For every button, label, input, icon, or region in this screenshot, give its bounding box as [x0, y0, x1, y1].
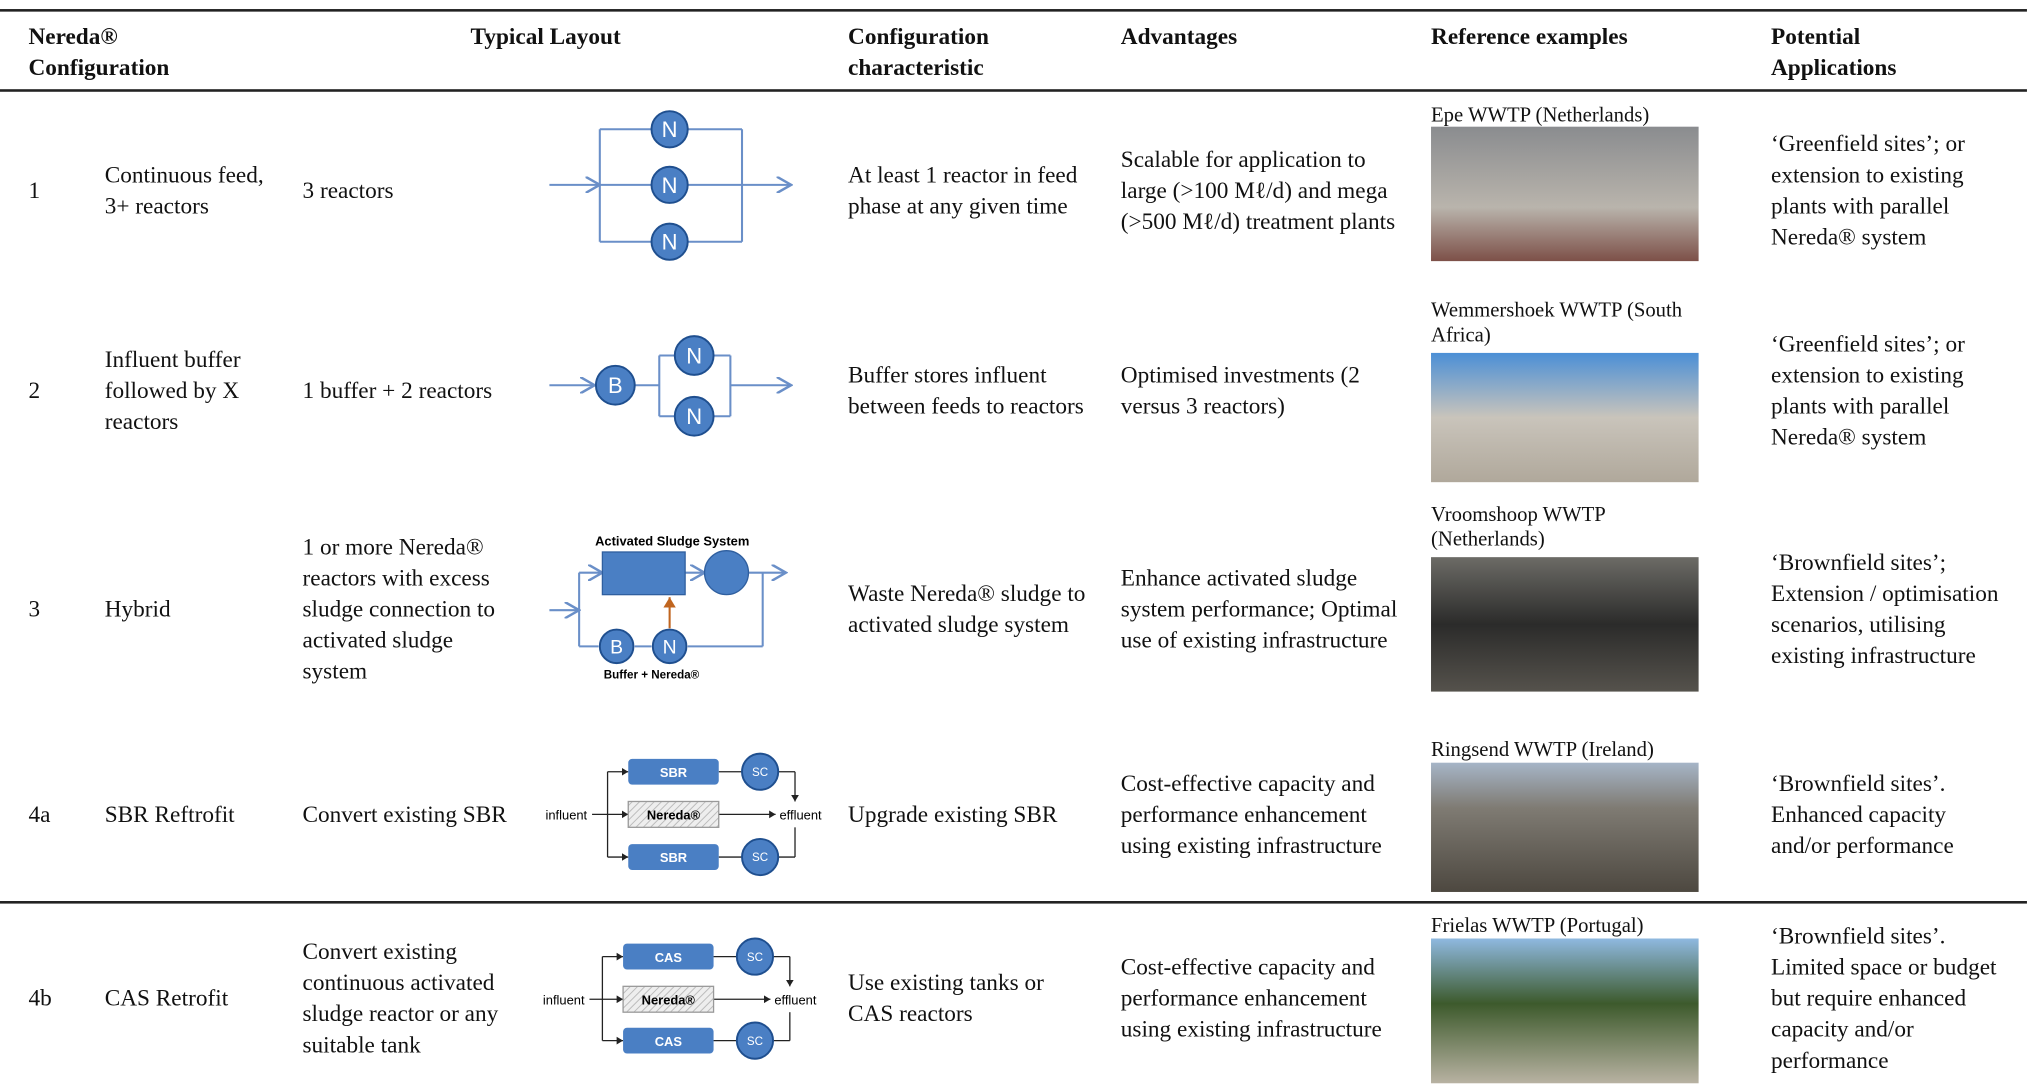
configuration: Influent buffer followed by X reactors [104, 346, 241, 435]
diagram-label: Nereda® [642, 992, 696, 1007]
row-id: 4a [28, 801, 51, 828]
diagram-label: Activated Sludge System [595, 534, 749, 549]
rule [0, 901, 2027, 903]
layout-text: Convert existing SBR [302, 801, 507, 828]
reactor [594, 364, 636, 406]
applications: ‘Brownfield sites’. Limited space or bud… [1770, 922, 1997, 1073]
characteristic: Upgrade existing SBR [848, 801, 1058, 828]
tank [623, 1027, 714, 1054]
configuration: Continuous feed, 3+ reactors [104, 161, 264, 219]
tank [601, 551, 686, 596]
configuration: CAS Retrofit [104, 985, 229, 1011]
reactor-label: SC [752, 766, 768, 779]
photo [1431, 352, 1699, 483]
reactor-label: N [662, 117, 678, 142]
advantages: Cost-effective capacity and performance … [1120, 954, 1382, 1042]
diagram-label: SBR [660, 765, 688, 780]
tank [628, 758, 719, 785]
reference: Epe WWTP (Netherlands) [1431, 104, 1650, 127]
diagram-label: effluent [779, 808, 822, 823]
reactor [673, 395, 715, 437]
reactor-label: B [610, 636, 623, 658]
reactor [673, 335, 715, 376]
diagram-label: Nereda® [647, 808, 701, 823]
reactor-label: SC [747, 951, 763, 964]
characteristic: At least 1 reactor in feed phase at any … [848, 161, 1078, 219]
reference: Frielas WWTP (Portugal) [1431, 915, 1644, 938]
reactor [741, 837, 780, 877]
tank [627, 800, 720, 828]
reactor-label: B [608, 373, 623, 398]
diagram-label: influent [543, 992, 585, 1007]
reactor-label: SC [747, 1035, 763, 1048]
row-id: 2 [28, 377, 41, 404]
rule [0, 89, 2027, 92]
diagram-label: effluent [774, 992, 817, 1007]
diagram-label: CAS [655, 1034, 683, 1049]
applications: ‘Brownfield sites’. Enhanced capacity an… [1770, 770, 1954, 859]
header-cell: Typical Layout [470, 23, 621, 50]
tank [703, 550, 750, 596]
rule [0, 9, 2027, 11]
photo [1431, 938, 1699, 1084]
reactor [650, 165, 689, 204]
advantages: Scalable for application to large (>100 … [1120, 146, 1396, 234]
characteristic: Waste Nereda® sludge to activated sludge… [848, 580, 1086, 638]
reactor [650, 110, 689, 149]
diagram-label: Buffer + Nereda® [604, 669, 700, 682]
advantages: Optimised investments (2 versus 3 reacto… [1120, 361, 1360, 419]
row-id: 4b [28, 985, 52, 1011]
header-cell: Reference examples [1431, 23, 1628, 50]
tank [622, 985, 715, 1013]
applications: ‘Greenfield sites’; or extension to exis… [1770, 330, 1965, 450]
diagram-label: influent [546, 808, 588, 823]
configuration: SBR Reftrofit [104, 801, 235, 828]
header-cell: Advantages [1120, 23, 1238, 50]
reactor [735, 1021, 775, 1060]
reactor-label: N [686, 404, 702, 429]
layout-text: 1 buffer + 2 reactors [302, 377, 493, 404]
reactor [735, 937, 775, 976]
reactor [650, 222, 689, 261]
layout-text: Convert existing continuous activated sl… [302, 938, 499, 1058]
photo [1431, 557, 1699, 692]
reactor [741, 752, 780, 791]
reactor-label: N [663, 636, 677, 658]
applications: ‘Brownfield sites’; Extension / optimisa… [1770, 549, 1999, 669]
layout-text: 1 or more Nereda® reactors with excess s… [302, 533, 496, 684]
header-cell: Potential Applications [1770, 23, 1897, 81]
row-id: 1 [28, 177, 41, 203]
tank [623, 943, 714, 970]
header-cell: Configuration characteristic [848, 23, 989, 81]
diagram-label: SBR [660, 850, 688, 865]
layout-text: 3 reactors [302, 177, 394, 203]
advantages: Enhance activated sludge system performa… [1120, 564, 1398, 653]
reactor [651, 628, 688, 665]
photo [1431, 126, 1699, 262]
reactor-label: N [686, 343, 702, 368]
photo [1431, 762, 1699, 892]
reference: Wemmershoek WWTP (South Africa) [1431, 299, 1683, 347]
reactor [598, 628, 635, 665]
characteristic: Buffer stores influent between feeds to … [848, 361, 1084, 419]
reactor-label: N [662, 173, 678, 198]
reference: Ringsend WWTP (Ireland) [1431, 739, 1654, 762]
row-id: 3 [28, 595, 41, 622]
header-cell: Nereda® Configuration [28, 23, 170, 81]
diagram-label: CAS [655, 950, 683, 965]
reactor-label: SC [752, 851, 768, 864]
advantages: Cost-effective capacity and performance … [1120, 770, 1382, 859]
applications: ‘Greenfield sites’; or extension to exis… [1770, 130, 1965, 250]
reference: Vroomshoop WWTP (Netherlands) [1431, 504, 1606, 551]
characteristic: Use existing tanks or CAS reactors [848, 969, 1044, 1027]
reactor-label: N [662, 230, 678, 255]
tank [628, 844, 719, 870]
configuration: Hybrid [104, 595, 171, 622]
